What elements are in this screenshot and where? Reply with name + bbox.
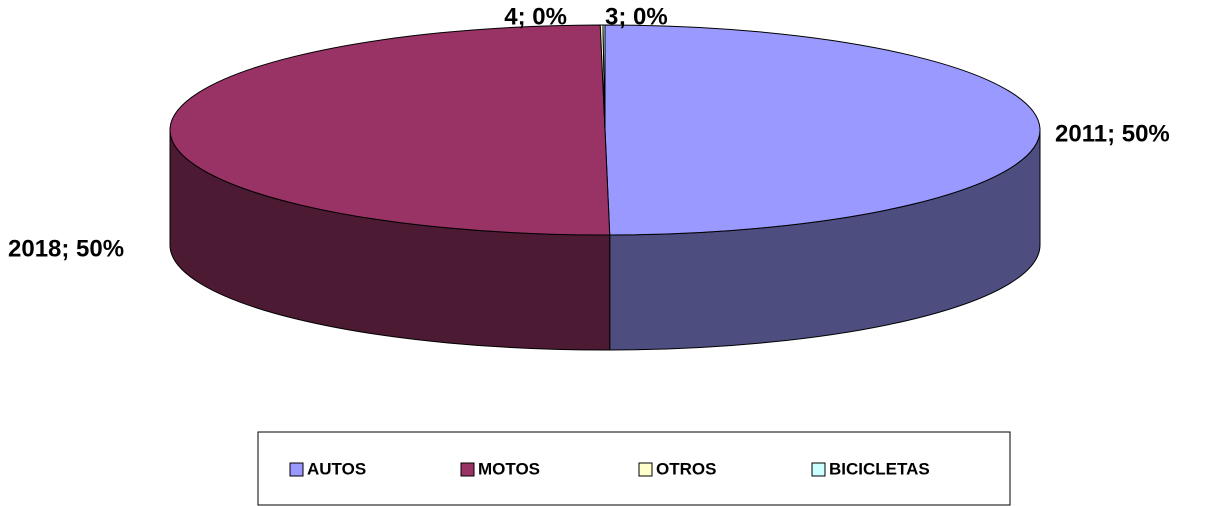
data-labels: 2011; 50% 2018; 50% 4; 0% 3; 0% [8, 3, 1170, 262]
pie-slice [604, 24, 1041, 236]
legend-swatch [289, 462, 304, 477]
legend-swatch [460, 462, 475, 477]
legend-label: MOTOS [478, 459, 540, 478]
pie-slice [602, 24, 606, 131]
legend: AUTOS MOTOS OTROS BICICLETAS [289, 459, 930, 478]
data-label: 2011; 50% [1055, 120, 1170, 147]
legend-swatch [811, 462, 826, 477]
legend-label: OTROS [656, 459, 716, 478]
legend-label: AUTOS [307, 459, 366, 478]
data-label: 4; 0% [504, 3, 567, 30]
pie-slice [169, 24, 611, 236]
legend-box [257, 431, 1011, 506]
data-label: 2018; 50% [8, 235, 124, 262]
pie-tops [169, 24, 1041, 236]
data-label: 3; 0% [605, 3, 668, 30]
legend-swatch [638, 462, 653, 477]
legend-label: BICICLETAS [829, 459, 930, 478]
